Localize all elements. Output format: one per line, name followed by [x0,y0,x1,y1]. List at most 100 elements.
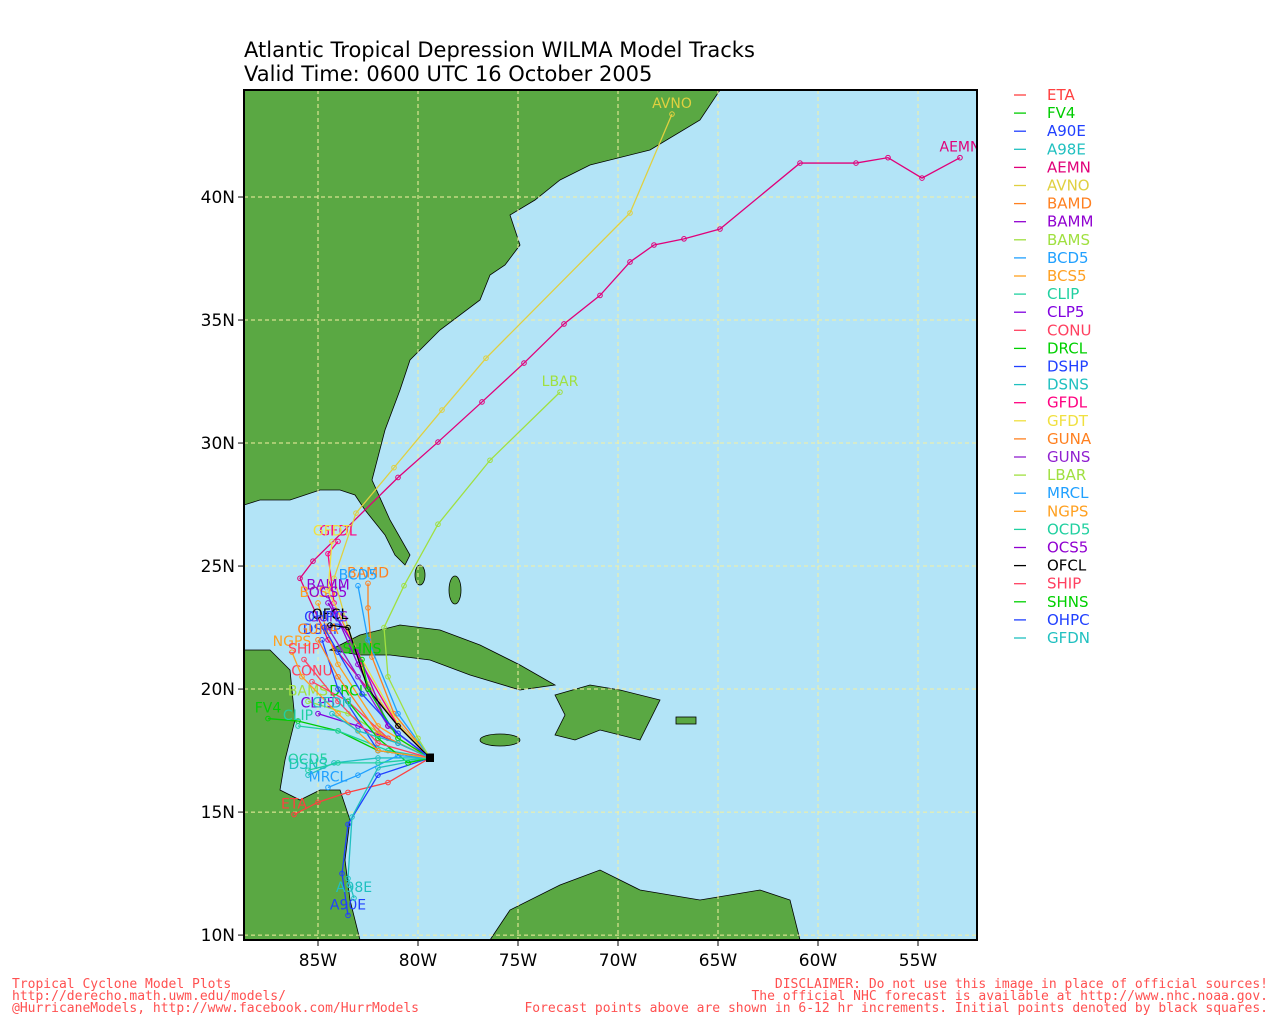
forecast-point [329,538,335,545]
x-tick-label: 75W [499,951,538,971]
tracks: ETAFV4A90EA98EAEMNAVNOBAMDBAMMBAMSBCD5BC… [255,96,981,919]
forecast-point [375,760,381,766]
legend-label: SHIP [1047,575,1081,593]
forecast-point [315,600,321,606]
track [341,757,431,916]
track [299,156,961,759]
x-tick-label: 80W [399,951,438,971]
track [323,627,431,759]
track-label: DSNS [288,757,327,773]
track-label: SHNS [343,642,382,658]
x-tick-label: 55W [899,951,938,971]
legend-label: DSHP [1047,358,1088,376]
track [331,713,431,759]
forecast-point [345,821,351,828]
x-tick-label: 60W [799,951,838,971]
y-tick-label: 10N [201,926,235,946]
track-label: AEMN [940,140,981,156]
land [244,90,801,940]
x-tick-label: 85W [299,951,338,971]
forecast-point [327,622,333,628]
forecast-point [375,747,381,754]
legend-label: A90E [1047,122,1086,140]
forecast-point [345,875,351,882]
forecast-point [295,723,301,729]
forecast-point [439,407,445,413]
hispaniola [554,684,661,741]
forecast-point [345,789,351,796]
y-tick-label: 20N [201,680,235,700]
track [361,659,431,759]
track-label: GUNS [308,610,349,626]
legend: ETAFV4A90EA98EAEMNAVNOBAMDBAMMBAMSBCD5BC… [1014,86,1093,647]
legend-label: NGPS [1047,502,1088,520]
forecast-point [335,538,341,545]
forecast-point [291,811,297,818]
footer-left: http://derecho.math.uwm.edu/models/ [12,989,286,1004]
forecast-point [391,464,397,471]
track [307,757,430,776]
legend-label: BCS5 [1047,267,1087,285]
x-tick-label: 70W [599,951,638,971]
jamaica [479,733,521,747]
legend-label: BAMD [1047,195,1092,213]
bahamas [414,564,426,586]
track [297,725,431,759]
track-label: BCD5 [339,568,378,584]
footer-left: @HurricaneModels, http://www.facebook.co… [12,1001,419,1016]
legend-label: GUNS [1047,448,1090,466]
forecast-point [401,582,407,589]
track [303,659,431,759]
forecast-point [395,740,401,746]
north-america [244,90,721,566]
forecast-point [627,259,633,265]
forecast-point [355,772,361,778]
axes: 85W 80W 75W 70W 65W 60W 55W 10N 15N 20N 25N 30N 35N 4… [201,188,938,971]
forecast-point [919,175,925,181]
legend-label: MRCL [1047,484,1089,502]
footer-right: DISCLAIMER: Do not use this image in pla… [775,977,1268,992]
legend-label: CLIP [1047,285,1079,303]
forecast-point [335,710,341,717]
track-label: CLIP [283,708,313,724]
legend-label: SHNS [1047,593,1089,611]
track-label: LBAR [542,374,579,390]
forecast-point [265,715,271,722]
track-label: SHIP [288,642,320,658]
legend-label: OFCL [1047,557,1087,575]
forecast-point [395,474,401,481]
track-label: CLP5 [301,696,336,712]
legend-label: AEMN [1047,158,1091,176]
forecast-point [351,895,357,901]
track-label: OCS5 [309,585,348,601]
forecast-point [325,587,331,594]
legend-label: GUNA [1047,430,1092,448]
forecast-point [315,710,321,717]
forecast-point [331,600,337,606]
forecast-point [299,673,305,680]
forecast-point [359,691,365,697]
track-label: GUNA [297,622,339,638]
track-label: ETA [281,797,307,813]
forecast-point [349,814,355,820]
track-label: A98E [336,880,372,896]
forecast-point [315,799,321,806]
forecast-point [385,673,391,680]
forecast-point [335,661,341,668]
track [333,113,673,759]
forecast-point [339,870,345,877]
forecast-point [331,575,337,582]
forecast-point [289,649,295,655]
subtitle: Valid Time: 0600 UTC 16 October 2005 [244,62,652,86]
forecast-point [375,730,381,737]
forecast-point [305,767,311,774]
legend-label: LBAR [1047,466,1086,484]
puerto-rico [675,716,697,725]
legend-label: GFDN [1047,629,1090,647]
forecast-point [853,160,859,166]
legend-label: BAMM [1047,213,1093,231]
forecast-point [325,784,331,791]
forecast-point [957,154,963,161]
